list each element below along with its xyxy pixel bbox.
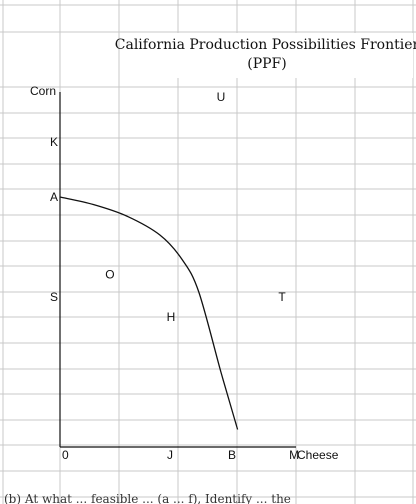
y-tick-label-K: K [50,135,58,149]
title-panel [120,33,413,78]
x-axis-title: Cheese [297,448,339,462]
point-label-U: U [217,90,226,104]
ppf-curve-0 [59,196,239,430]
y-tick-label-A: A [50,190,58,204]
chart-title-line-1: California Production Possibilities Fron… [115,37,416,53]
point-label-T: T [278,290,286,304]
y-tick-label-S: S [50,290,58,304]
chart-title-line-2: (PPF) [247,56,286,72]
point-label-H: H [167,310,176,324]
y-axis-title: Corn [30,84,56,98]
x-tick-label-B: B [228,448,236,462]
bottom-partial-text: (b) At what ... feasible ... (a ... f), … [4,492,291,504]
point-label-O: O [105,268,114,282]
ppf-series [59,196,239,430]
point-labels: U O T H [105,90,286,324]
x-tick-label-J: J [167,448,173,462]
x-tick-label-M: M [289,448,299,462]
x-tick-label-0: 0 [62,448,69,462]
tick-labels: 0 J B M K A S [50,135,299,462]
